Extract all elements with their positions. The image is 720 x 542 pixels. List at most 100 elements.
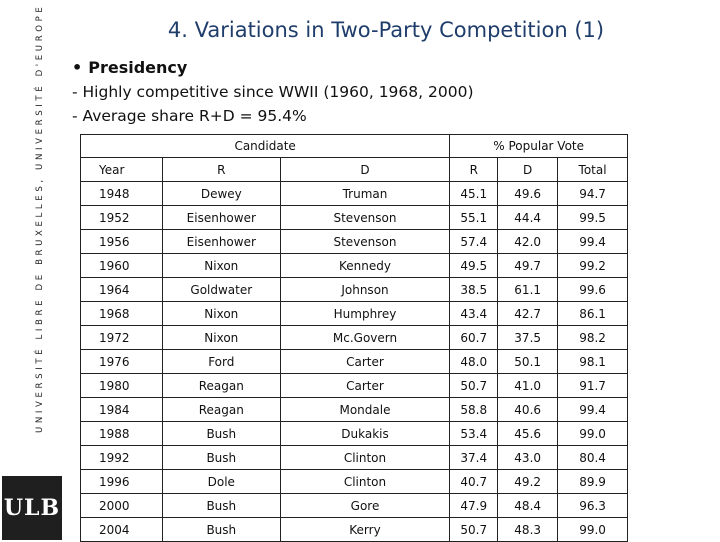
vote-r-cell: 40.7: [449, 469, 499, 494]
table-row: 1996 Dole Clinton 40.7 49.2 89.9: [80, 469, 628, 494]
total-cell: 91.7: [557, 373, 628, 398]
university-vertical-text: UNIVERSITÉ LIBRE DE BRUXELLES, UNIVERSIT…: [35, 4, 45, 434]
bullet-text: Presidency: [88, 58, 188, 77]
total-cell: 99.4: [557, 229, 628, 254]
vote-d-cell: 48.3: [497, 517, 559, 542]
candidate-d-cell: Stevenson: [279, 229, 451, 254]
candidate-d-cell: Johnson: [279, 277, 451, 302]
year-cell: 1956: [80, 229, 163, 254]
candidate-d-cell: Clinton: [279, 469, 451, 494]
table-row: 1948 Dewey Truman 45.1 49.6 94.7: [80, 181, 628, 206]
candidate-r-cell: Reagan: [161, 373, 281, 398]
group-header-popular-vote: % Popular Vote: [449, 134, 628, 158]
candidate-r-cell: Dole: [161, 469, 281, 494]
total-cell: 94.7: [557, 181, 628, 206]
year-cell: 1992: [80, 445, 163, 470]
vote-d-cell: 37.5: [497, 325, 559, 350]
candidate-d-cell: Kennedy: [279, 253, 451, 278]
vote-d-cell: 40.6: [497, 397, 559, 422]
table-row: 1980 Reagan Carter 50.7 41.0 91.7: [80, 373, 628, 398]
total-cell: 98.1: [557, 349, 628, 374]
table-row: 1992 Bush Clinton 37.4 43.0 80.4: [80, 445, 628, 470]
candidate-d-cell: Mondale: [279, 397, 451, 422]
candidate-d-cell: Carter: [279, 349, 451, 374]
table-row: 1960 Nixon Kennedy 49.5 49.7 99.2: [80, 253, 628, 278]
year-cell: 1948: [80, 181, 163, 206]
vote-r-cell: 38.5: [449, 277, 499, 302]
year-cell: 1996: [80, 469, 163, 494]
vote-d-cell: 49.2: [497, 469, 559, 494]
total-cell: 99.4: [557, 397, 628, 422]
sub-line-competitive: - Highly competitive since WWII (1960, 1…: [72, 83, 474, 101]
sub-line-average: - Average share R+D = 95.4%: [72, 107, 307, 125]
vote-r-cell: 55.1: [449, 205, 499, 230]
vote-d-cell: 49.7: [497, 253, 559, 278]
year-cell: 1952: [80, 205, 163, 230]
candidate-r-cell: Nixon: [161, 325, 281, 350]
group-header-candidate: Candidate: [79, 134, 451, 158]
year-cell: 1984: [80, 397, 163, 422]
vote-r-cell: 50.7: [449, 373, 499, 398]
vote-r-cell: 53.4: [449, 421, 499, 446]
vote-d-cell: 61.1: [497, 277, 559, 302]
total-cell: 80.4: [557, 445, 628, 470]
bullet-dot-icon: •: [72, 58, 83, 77]
vote-r-cell: 45.1: [449, 181, 499, 206]
vote-d-cell: 42.0: [497, 229, 559, 254]
table-row: 1964 Goldwater Johnson 38.5 61.1 99.6: [80, 277, 628, 302]
vote-d-cell: 48.4: [497, 493, 559, 518]
candidate-r-cell: Reagan: [161, 397, 281, 422]
total-cell: 96.3: [557, 493, 628, 518]
table-row: 2000 Bush Gore 47.9 48.4 96.3: [80, 493, 628, 518]
candidate-r-cell: Bush: [161, 445, 281, 470]
year-cell: 1964: [80, 277, 163, 302]
table-body: 1948 Dewey Truman 45.1 49.6 94.7 1952 Eisenhowe…: [80, 181, 628, 542]
candidate-d-cell: Clinton: [279, 445, 451, 470]
total-cell: 99.6: [557, 277, 628, 302]
table-row: 1988 Bush Dukakis 53.4 45.6 99.0: [80, 421, 628, 446]
candidate-d-cell: Carter: [279, 373, 451, 398]
vote-d-cell: 50.1: [497, 349, 559, 374]
vote-r-cell: 49.5: [449, 253, 499, 278]
year-cell: 1968: [80, 301, 163, 326]
table-row: 1952 Eisenhower Stevenson 55.1 44.4 99.5: [80, 205, 628, 230]
group-header-row: Candidate % Popular Vote: [79, 134, 628, 158]
vote-r-cell: 57.4: [449, 229, 499, 254]
year-cell: 1972: [80, 325, 163, 350]
column-header-vote-d: D: [497, 157, 559, 182]
table-row: 2004 Bush Kerry 50.7 48.3 99.0: [80, 517, 628, 542]
sidebar: UNIVERSITÉ LIBRE DE BRUXELLES, UNIVERSIT…: [0, 0, 62, 540]
column-header-row: Year R D R D Total: [80, 157, 628, 182]
ulb-logo: ULB: [2, 476, 62, 540]
table-row: 1968 Nixon Humphrey 43.4 42.7 86.1: [80, 301, 628, 326]
candidate-r-cell: Nixon: [161, 253, 281, 278]
total-cell: 98.2: [557, 325, 628, 350]
vote-r-cell: 58.8: [449, 397, 499, 422]
bullet-presidency: • Presidency: [72, 58, 187, 77]
vote-r-cell: 60.7: [449, 325, 499, 350]
year-cell: 1980: [80, 373, 163, 398]
candidate-r-cell: Eisenhower: [161, 205, 281, 230]
candidate-d-cell: Mc.Govern: [279, 325, 451, 350]
candidate-d-cell: Gore: [279, 493, 451, 518]
candidate-r-cell: Bush: [161, 517, 281, 542]
election-table: Candidate % Popular Vote Year R D R D To…: [79, 134, 628, 542]
column-header-candidate-d: D: [279, 157, 451, 182]
table-row: 1984 Reagan Mondale 58.8 40.6 99.4: [80, 397, 628, 422]
column-header-year: Year: [80, 157, 163, 182]
year-cell: 2000: [80, 493, 163, 518]
total-cell: 89.9: [557, 469, 628, 494]
vote-r-cell: 37.4: [449, 445, 499, 470]
vote-r-cell: 43.4: [449, 301, 499, 326]
total-cell: 99.0: [557, 421, 628, 446]
candidate-r-cell: Dewey: [161, 181, 281, 206]
vote-d-cell: 44.4: [497, 205, 559, 230]
candidate-r-cell: Bush: [161, 493, 281, 518]
vote-d-cell: 49.6: [497, 181, 559, 206]
vote-r-cell: 50.7: [449, 517, 499, 542]
candidate-r-cell: Eisenhower: [161, 229, 281, 254]
vote-r-cell: 48.0: [449, 349, 499, 374]
total-cell: 86.1: [557, 301, 628, 326]
total-cell: 99.0: [557, 517, 628, 542]
candidate-d-cell: Truman: [279, 181, 451, 206]
